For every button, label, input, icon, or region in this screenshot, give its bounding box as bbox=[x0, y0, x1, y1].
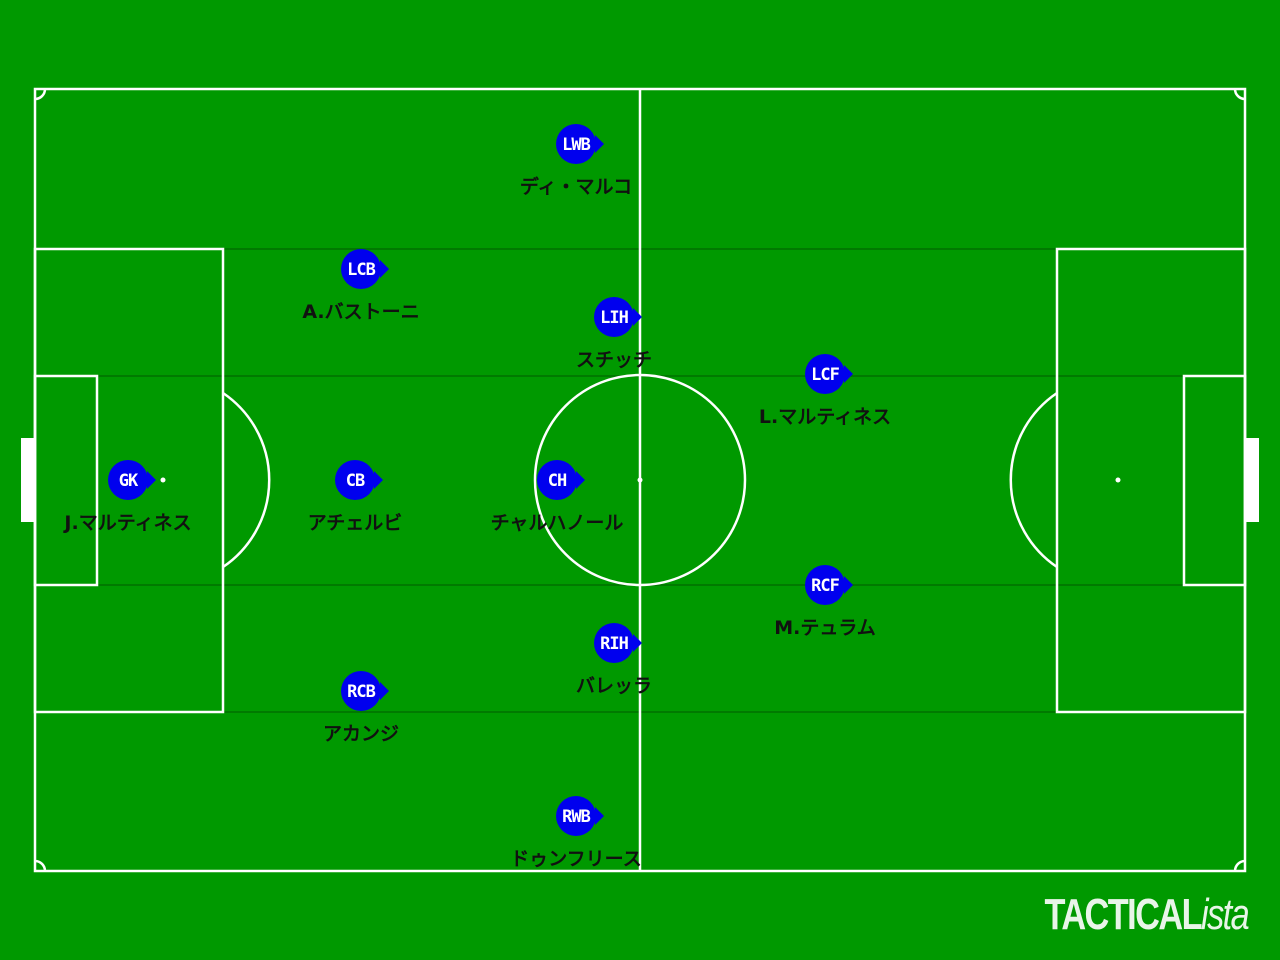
position-label: LWB bbox=[562, 135, 590, 155]
player-name: バレッラ bbox=[576, 675, 652, 697]
direction-arrow-icon bbox=[633, 308, 642, 326]
direction-arrow-icon bbox=[147, 471, 156, 489]
player-marker bbox=[537, 460, 577, 500]
position-label: RCB bbox=[347, 682, 375, 702]
direction-arrow-icon bbox=[576, 471, 585, 489]
player-rcf[interactable]: RCF M.テュラム bbox=[774, 565, 876, 639]
player-marker bbox=[805, 565, 845, 605]
direction-arrow-icon bbox=[595, 135, 604, 153]
player-marker bbox=[556, 124, 596, 164]
logo-main: TACTICAL bbox=[1044, 890, 1202, 939]
player-name: チャルハノール bbox=[491, 512, 624, 534]
direction-arrow-icon bbox=[380, 682, 389, 700]
player-lwb[interactable]: LWB ディ・マルコ bbox=[520, 124, 632, 198]
player-marker bbox=[594, 297, 634, 337]
position-label: RCF bbox=[811, 576, 839, 596]
player-marker bbox=[594, 623, 634, 663]
player-name: J.マルティネス bbox=[62, 512, 191, 534]
player-name: アカンジ bbox=[323, 723, 399, 745]
player-marker bbox=[341, 671, 381, 711]
player-marker bbox=[805, 354, 845, 394]
player-ch[interactable]: CH チャルハノール bbox=[491, 460, 624, 534]
direction-arrow-icon bbox=[595, 807, 604, 825]
position-label: GK bbox=[119, 471, 139, 491]
direction-arrow-icon bbox=[374, 471, 383, 489]
direction-arrow-icon bbox=[844, 576, 853, 594]
player-marker bbox=[341, 249, 381, 289]
player-name: M.テュラム bbox=[774, 617, 876, 639]
position-label: RIH bbox=[600, 634, 628, 654]
player-rih[interactable]: RIH バレッラ bbox=[576, 623, 652, 697]
logo-suffix: ista bbox=[1200, 890, 1250, 939]
position-label: CB bbox=[346, 471, 365, 491]
position-label: LCB bbox=[347, 260, 375, 280]
direction-arrow-icon bbox=[844, 365, 853, 383]
player-marker bbox=[108, 460, 148, 500]
player-name: ドゥンフリース bbox=[510, 848, 641, 870]
player-gk[interactable]: GK J.マルティネス bbox=[62, 460, 192, 534]
left-goal bbox=[21, 438, 35, 522]
player-name: A.バストーニ bbox=[302, 301, 419, 323]
player-marker bbox=[556, 796, 596, 836]
player-lih[interactable]: LIH スチッチ bbox=[576, 297, 652, 371]
player-lcf[interactable]: LCF L.マルティネス bbox=[759, 354, 891, 428]
right-goal bbox=[1245, 438, 1259, 522]
direction-arrow-icon bbox=[380, 260, 389, 278]
player-lcb[interactable]: LCB A.バストーニ bbox=[302, 249, 420, 323]
position-label: RWB bbox=[562, 807, 590, 827]
player-cb[interactable]: CB アチェルビ bbox=[308, 460, 403, 534]
position-label: LIH bbox=[600, 308, 628, 328]
player-rcb[interactable]: RCB アカンジ bbox=[323, 671, 399, 745]
player-name: L.マルティネス bbox=[759, 406, 891, 428]
position-label: LCF bbox=[811, 365, 839, 385]
player-name: アチェルビ bbox=[308, 512, 403, 534]
player-marker bbox=[335, 460, 375, 500]
player-name: スチッチ bbox=[576, 349, 652, 371]
player-name: ディ・マルコ bbox=[520, 175, 632, 198]
position-label: CH bbox=[548, 471, 567, 491]
direction-arrow-icon bbox=[633, 634, 642, 652]
player-rwb[interactable]: RWB ドゥンフリース bbox=[510, 796, 642, 870]
tacticalista-logo: TACTICALista bbox=[1044, 890, 1250, 940]
